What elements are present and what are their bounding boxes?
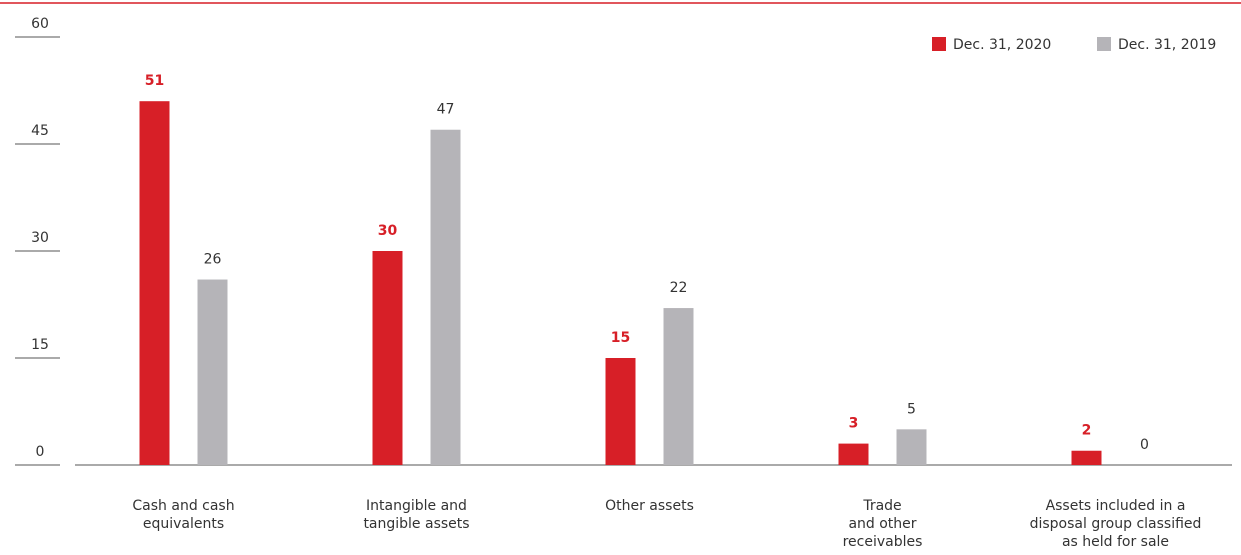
- y-tick-label: 30: [31, 230, 49, 246]
- bar: [430, 129, 461, 465]
- legend-label: Dec. 31, 2020: [953, 37, 1051, 53]
- value-label: 15: [611, 330, 630, 346]
- x-tick-label: Cash and cash: [132, 498, 234, 514]
- bar: [838, 443, 869, 465]
- bar: [605, 358, 636, 465]
- y-tick-label: 0: [36, 444, 45, 460]
- value-label: 22: [670, 280, 688, 296]
- x-tick-label: as held for sale: [1062, 534, 1169, 550]
- bar: [1071, 450, 1102, 465]
- x-tick-label: disposal group classified: [1030, 516, 1202, 532]
- value-label: 5: [907, 401, 916, 417]
- bar: [372, 251, 403, 465]
- value-label: 0: [1140, 437, 1149, 453]
- x-tick-label: Trade: [862, 498, 901, 514]
- value-label: 2: [1082, 423, 1092, 439]
- value-label: 51: [145, 73, 164, 89]
- x-tick-label: equivalents: [143, 516, 224, 532]
- legend-swatch: [1097, 37, 1111, 51]
- legend-swatch: [932, 37, 946, 51]
- x-tick-label: Assets included in a: [1046, 498, 1186, 514]
- value-label: 47: [437, 102, 455, 118]
- bar: [197, 279, 228, 465]
- legend-label: Dec. 31, 2019: [1118, 37, 1216, 53]
- value-label: 26: [204, 252, 222, 268]
- x-tick-label: tangible assets: [363, 516, 469, 532]
- y-tick-label: 45: [31, 123, 49, 139]
- x-tick-label: and other: [848, 516, 916, 532]
- y-tick-label: 60: [31, 16, 49, 32]
- bar: [896, 429, 927, 465]
- bar: [139, 101, 170, 465]
- bar: [663, 308, 694, 465]
- x-tick-label: Intangible and: [366, 498, 467, 514]
- value-label: 3: [849, 416, 859, 432]
- y-tick-label: 15: [31, 337, 49, 353]
- x-tick-label: Other assets: [605, 498, 694, 514]
- value-label: 30: [378, 223, 398, 239]
- x-tick-label: receivables: [843, 534, 923, 550]
